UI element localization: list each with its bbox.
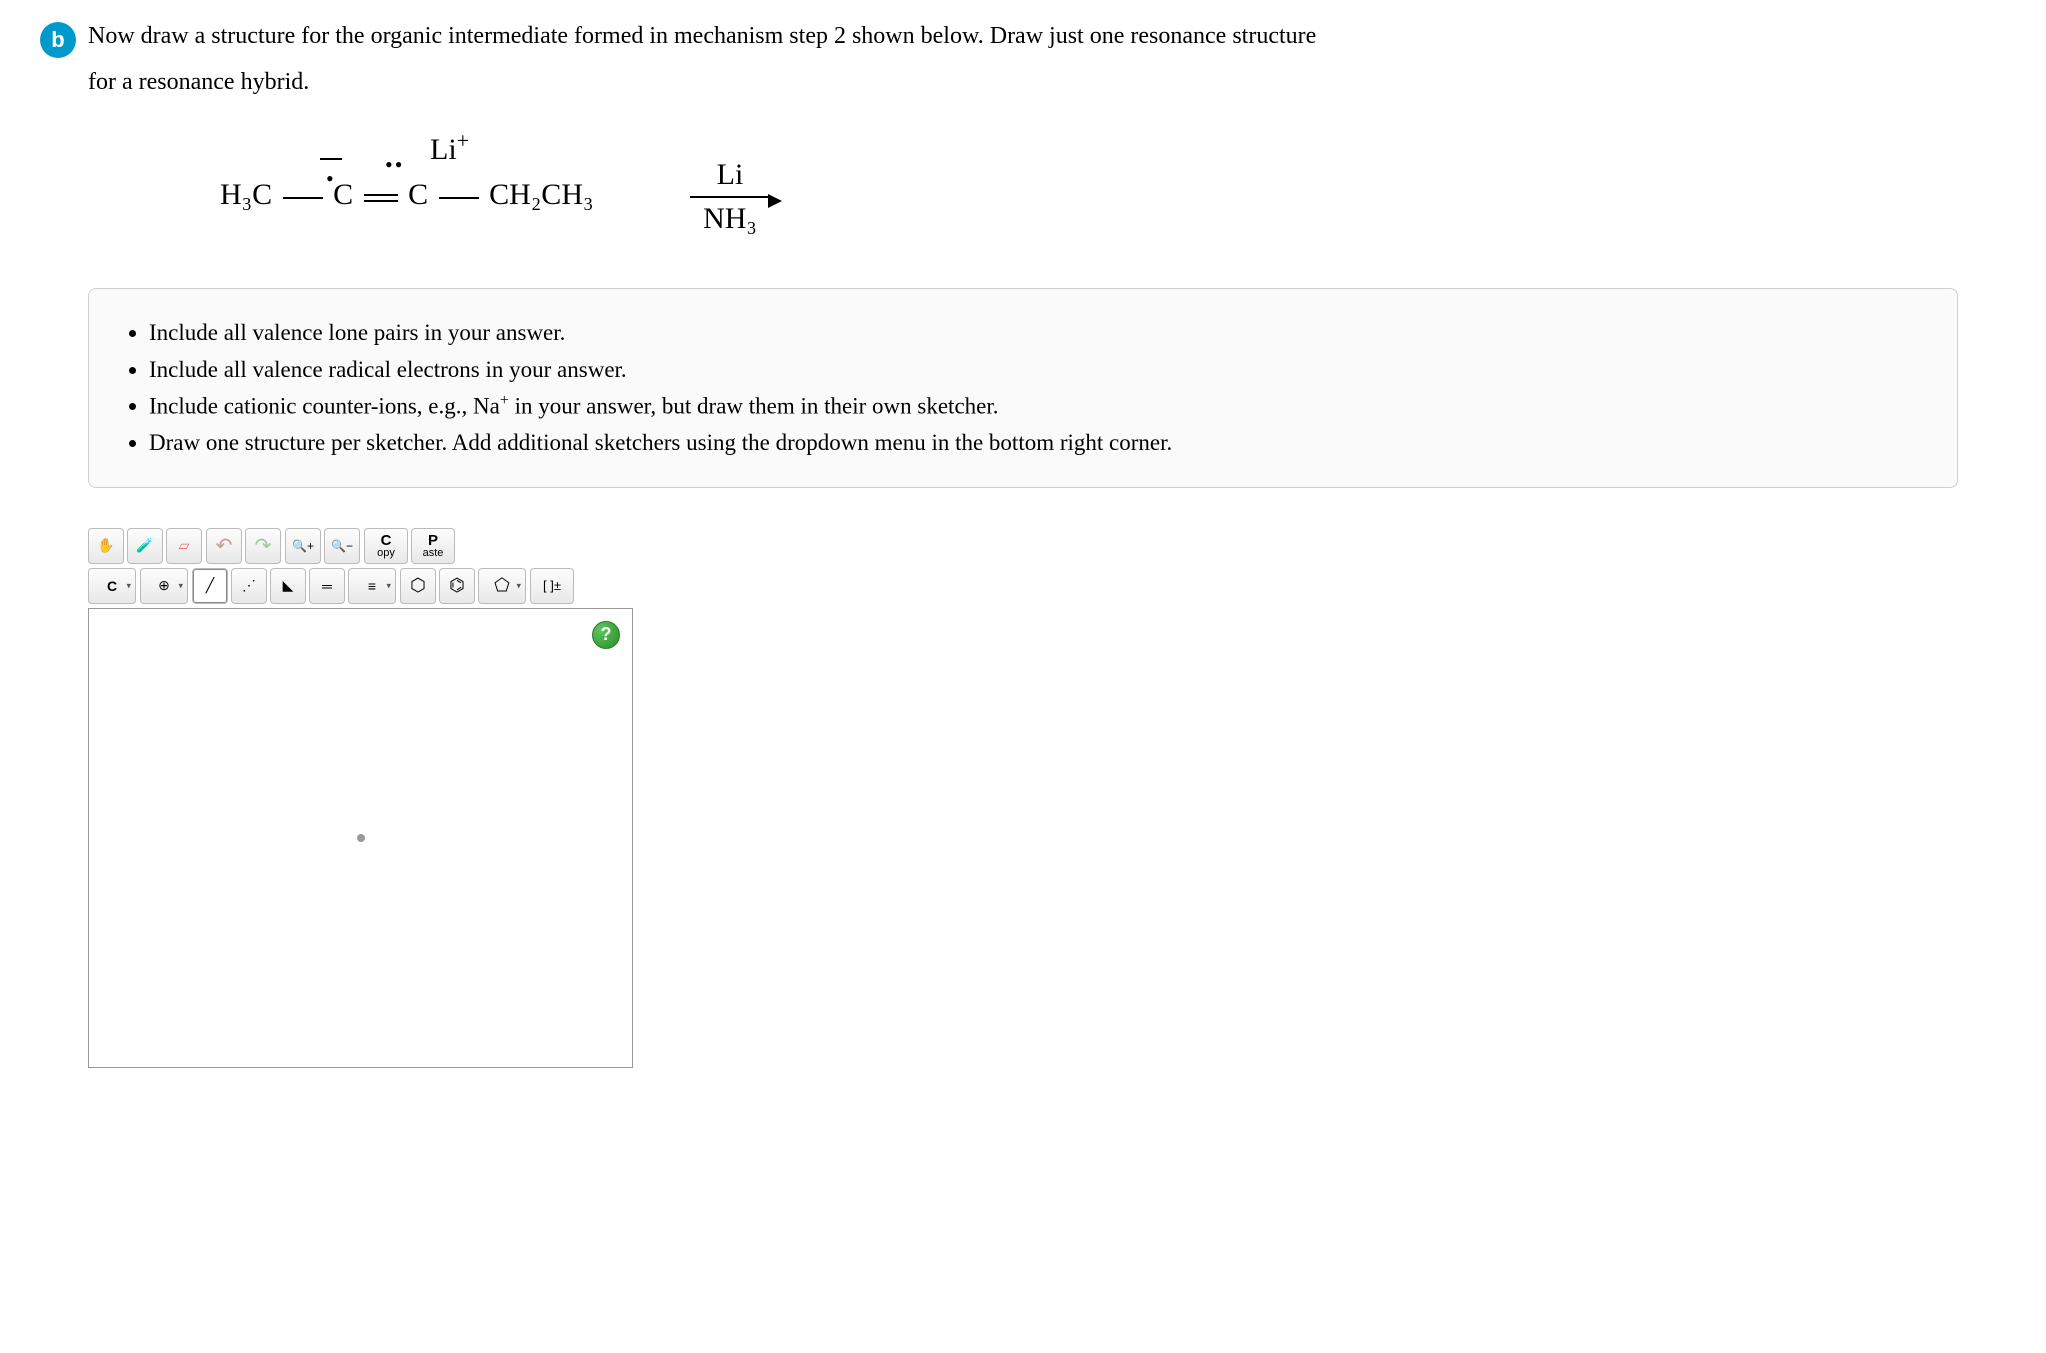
instruction-1: Include all valence lone pairs in your a…	[149, 317, 1925, 349]
instruction-2: Include all valence radical electrons in…	[149, 354, 1925, 386]
redo-icon: ↷	[255, 533, 272, 558]
pentagon-icon: ⬠	[494, 575, 510, 596]
toolbar-row-2: C ⊕ ╱ ⋰ ◣ ═ ≡ ⬡ ⌬ ⬠ [ ]±	[88, 568, 728, 604]
benzene-icon: ⌬	[449, 575, 465, 596]
part-badge: b	[40, 22, 76, 58]
li-cation-label: Li	[430, 133, 457, 166]
reagent-bottom: NH₃	[690, 202, 770, 236]
canvas-center-dot	[357, 834, 365, 842]
element-label: C	[107, 578, 117, 594]
triple-bond-icon: ≡	[368, 578, 376, 594]
wedge-bond-icon: ◣	[283, 577, 294, 594]
element-picker[interactable]: C	[88, 568, 136, 604]
dotted-bond-tool[interactable]: ⋰	[231, 568, 267, 604]
double-bond-tool[interactable]: ═	[309, 568, 345, 604]
prompt-line2: for a resonance hybrid.	[88, 66, 2006, 98]
benzene-tool[interactable]: ⌬	[439, 568, 475, 604]
triple-bond-tool[interactable]: ≡	[348, 568, 396, 604]
substrate-c3: C	[408, 178, 428, 211]
instructions-panel: Include all valence lone pairs in your a…	[88, 288, 1958, 487]
prompt-line1: Now draw a structure for the organic int…	[88, 20, 2006, 52]
hexagon-tool[interactable]: ⬡	[400, 568, 436, 604]
zoom-in-icon: 🔍+	[292, 539, 314, 553]
substrate-right: CH₂CH₃	[489, 178, 593, 211]
eraser-tool[interactable]: ▱	[166, 528, 202, 564]
undo-icon: ↶	[216, 533, 233, 558]
charge-tool[interactable]: [ ]±	[530, 568, 574, 604]
substrate-c2: C	[333, 178, 353, 211]
single-bond-tool[interactable]: ╱	[192, 568, 228, 604]
zoom-in-button[interactable]: 🔍+	[285, 528, 321, 564]
instruction-3: Include cationic counter-ions, e.g., Na+…	[149, 390, 1925, 423]
redo-button[interactable]: ↷	[245, 528, 281, 564]
reaction-scheme: Li+ •• • H₃C C C CH₂CH₃ Li NH₃	[160, 128, 2006, 258]
hexagon-icon: ⬡	[410, 575, 426, 596]
copy-button[interactable]: C opy	[364, 528, 408, 564]
help-button[interactable]: ?	[592, 621, 620, 649]
undo-button[interactable]: ↶	[206, 528, 242, 564]
zoom-out-icon: 🔍−	[331, 539, 353, 553]
substrate-left: H₃C	[220, 178, 272, 211]
double-bond-icon: ═	[322, 578, 332, 594]
charge-label: [ ]±	[543, 578, 561, 593]
eraser-icon: ▱	[179, 537, 190, 554]
paste-small: aste	[423, 548, 444, 559]
hand-tool[interactable]: ✋	[88, 528, 124, 564]
instruction-4: Draw one structure per sketcher. Add add…	[149, 427, 1925, 459]
sketcher-canvas[interactable]: ?	[88, 608, 633, 1068]
paste-button[interactable]: P aste	[411, 528, 455, 564]
single-bond-icon: ╱	[206, 577, 214, 594]
copy-small: opy	[377, 548, 395, 559]
question-header: b Now draw a structure for the organic i…	[40, 20, 2006, 58]
atom-icon: ⊕	[158, 577, 170, 594]
help-icon: ?	[601, 624, 612, 645]
pour-tool[interactable]: 🧪	[127, 528, 163, 564]
pentagon-tool[interactable]: ⬠	[478, 568, 526, 604]
zoom-out-button[interactable]: 🔍−	[324, 528, 360, 564]
flask-icon: 🧪	[136, 537, 153, 554]
dotted-bond-icon: ⋰	[242, 577, 256, 594]
toolbar-row-1: ✋ 🧪 ▱ ↶ ↷ 🔍+ 🔍− C opy P aste	[88, 528, 728, 564]
copy-big: C	[381, 533, 392, 548]
hand-icon: ✋	[97, 537, 114, 554]
reagent-top: Li	[690, 158, 770, 192]
wedge-bond-tool[interactable]: ◣	[270, 568, 306, 604]
paste-big: P	[428, 533, 438, 548]
atom-picker[interactable]: ⊕	[140, 568, 188, 604]
sketcher: ✋ 🧪 ▱ ↶ ↷ 🔍+ 🔍− C opy P aste C	[88, 528, 728, 1068]
